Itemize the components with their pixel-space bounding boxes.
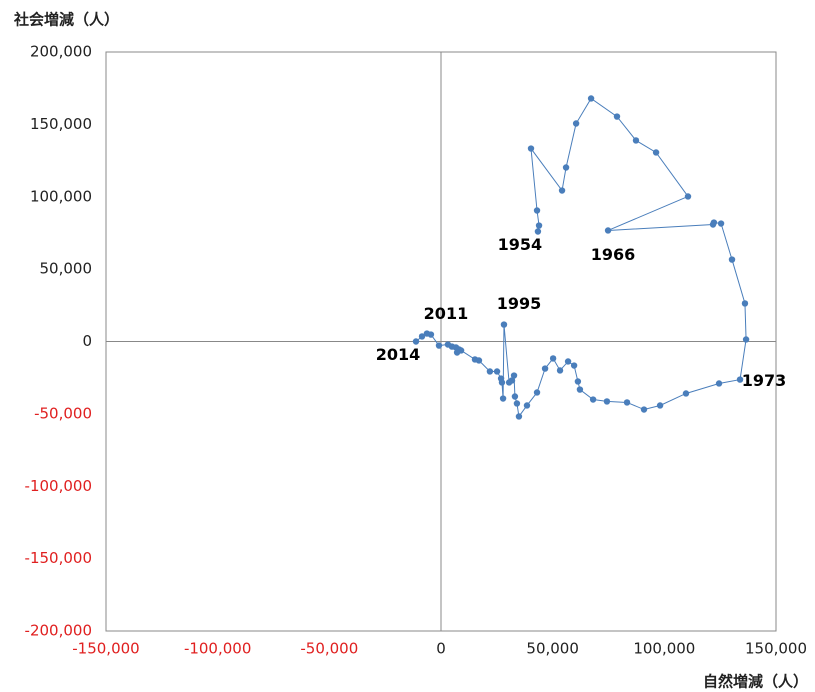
annotation: 1954 [498, 235, 543, 254]
point [444, 341, 452, 348]
point [717, 220, 725, 227]
x-tick-label: 100,000 [633, 640, 695, 658]
point [515, 413, 523, 420]
point [499, 395, 507, 402]
point [623, 399, 631, 406]
point [715, 380, 723, 387]
annotation: 1973 [742, 371, 787, 390]
point [471, 356, 479, 363]
point [587, 95, 595, 102]
point [613, 113, 621, 120]
point [527, 145, 535, 152]
point [728, 256, 736, 263]
point [632, 137, 640, 144]
y-tick-label: 100,000 [30, 187, 92, 205]
point [736, 376, 744, 383]
point [549, 355, 557, 362]
point [510, 372, 518, 379]
point [435, 342, 443, 349]
point [500, 321, 508, 328]
point [576, 386, 584, 393]
point [534, 228, 542, 235]
point [558, 187, 566, 194]
point [589, 396, 597, 403]
point [710, 219, 718, 226]
point [533, 389, 541, 396]
point [541, 365, 549, 372]
y-tick-label: -200,000 [25, 622, 92, 640]
point [604, 227, 612, 234]
point [682, 390, 690, 397]
y-axis-title: 社会増減（人） [13, 11, 119, 29]
point [486, 368, 494, 375]
point [652, 149, 660, 156]
point [535, 222, 543, 229]
point [741, 300, 749, 307]
point [533, 207, 541, 214]
point [418, 333, 426, 340]
y-tick-label: 200,000 [30, 43, 92, 61]
point [684, 193, 692, 200]
point [564, 358, 572, 365]
point [453, 349, 461, 356]
x-tick-label: -50,000 [300, 640, 358, 658]
point [556, 367, 564, 374]
annotation: 2014 [376, 345, 421, 364]
point [562, 164, 570, 171]
point [493, 368, 501, 375]
y-tick-label: -150,000 [25, 549, 92, 567]
series-line [415, 97, 747, 418]
point [572, 120, 580, 127]
point [523, 402, 531, 409]
y-tick-label: -50,000 [34, 404, 92, 422]
point [570, 362, 578, 369]
y-tick-label: 150,000 [30, 115, 92, 133]
point [505, 379, 513, 386]
x-tick-label: 150,000 [745, 640, 807, 658]
point [640, 406, 648, 413]
point [423, 330, 431, 337]
y-tick-label: 50,000 [40, 260, 93, 278]
x-tick-label: -100,000 [184, 640, 251, 658]
annotation: 1995 [497, 294, 542, 313]
point [656, 402, 664, 409]
y-tick-label: 0 [82, 332, 92, 350]
y-tick-label: -100,000 [25, 477, 92, 495]
x-tick-label: 0 [436, 640, 446, 658]
annotation: 1966 [591, 245, 636, 264]
point [412, 338, 420, 345]
x-tick-label: -150,000 [72, 640, 139, 658]
annotation: 2011 [424, 304, 469, 323]
point [742, 336, 750, 343]
point [497, 375, 505, 382]
point [574, 378, 582, 385]
point [511, 393, 519, 400]
x-axis-title: 自然増減（人） [703, 673, 808, 691]
x-tick-label: 50,000 [526, 640, 579, 658]
point [513, 400, 521, 407]
point [603, 398, 611, 405]
